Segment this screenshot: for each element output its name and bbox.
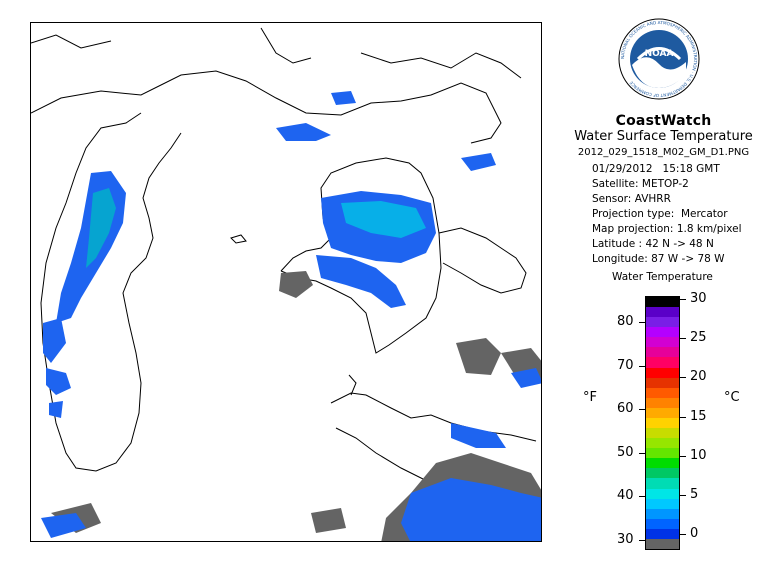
brand-title: CoastWatch [545, 113, 782, 129]
celsius-tick-label: 25 [690, 330, 707, 345]
celsius-unit-label: °C [724, 390, 740, 405]
colorbar-segment [646, 307, 679, 318]
colorbar-segment [646, 357, 679, 368]
acquisition-time: 15:18 GMT [663, 163, 720, 175]
meta-satellite: Satellite: METOP-2 [592, 178, 689, 190]
colorbar-segment [646, 489, 679, 500]
celsius-tick-mark [680, 534, 686, 535]
colorbar-segment [646, 448, 679, 459]
colorbar-segment [646, 408, 679, 419]
fahrenheit-tick-label: 80 [617, 314, 634, 329]
acquisition-datetime: 01/29/2012 15:18 GMT [592, 163, 720, 175]
fahrenheit-tick-label: 70 [617, 358, 634, 373]
image-filename: 2012_029_1518_M02_GM_D1.PNG [545, 147, 782, 158]
colorbar-segment [646, 378, 679, 389]
colorbar-segment [646, 337, 679, 348]
celsius-tick-mark [680, 338, 686, 339]
meta-latitude: Latitude : 42 N -> 48 N [592, 238, 714, 250]
celsius-tick-label: 10 [690, 448, 707, 463]
colorbar-segment [646, 478, 679, 489]
celsius-tick-label: 15 [690, 409, 707, 424]
product-title: Water Surface Temperature [545, 129, 782, 144]
lake-huron-temperature-pixels [276, 91, 496, 308]
fahrenheit-tick-mark [639, 496, 645, 497]
colorbar-segment [646, 428, 679, 439]
celsius-tick-mark [680, 495, 686, 496]
colorbar-segment [646, 398, 679, 409]
meta-projection-type: Projection type: Mercator [592, 208, 728, 220]
fahrenheit-tick-mark [639, 453, 645, 454]
fahrenheit-tick-label: 30 [617, 532, 634, 547]
water-temperature-map [30, 22, 542, 542]
celsius-tick-label: 0 [690, 526, 698, 541]
superior-shore-top [31, 28, 521, 78]
fahrenheit-tick-label: 60 [617, 401, 634, 416]
colorbar-segment [646, 327, 679, 338]
fahrenheit-tick-mark [639, 322, 645, 323]
colorbar-segment [646, 438, 679, 449]
fahrenheit-tick-mark [639, 366, 645, 367]
colorbar-segment [646, 539, 679, 550]
fahrenheit-unit-label: °F [583, 390, 597, 405]
colorbar-segment [646, 388, 679, 399]
fahrenheit-tick-label: 50 [617, 445, 634, 460]
celsius-tick-mark [680, 299, 686, 300]
logo-wordmark: NOAA [645, 49, 674, 59]
colorbar-segment [646, 317, 679, 328]
colorbar-segment [646, 458, 679, 469]
celsius-tick-label: 30 [690, 291, 707, 306]
celsius-tick-mark [680, 377, 686, 378]
colorbar-segment [646, 347, 679, 358]
fahrenheit-tick-mark [639, 540, 645, 541]
acquisition-date: 01/29/2012 [592, 163, 653, 175]
celsius-tick-label: 20 [690, 369, 707, 384]
fahrenheit-tick-mark [639, 409, 645, 410]
colorbar-segment [646, 368, 679, 379]
island-outline [231, 235, 246, 243]
fahrenheit-tick-label: 40 [617, 488, 634, 503]
meta-map-projection: Map projection: 1.8 km/pixel [592, 223, 742, 235]
upper-peninsula-coastline [31, 71, 501, 143]
colorbar-segment [646, 509, 679, 520]
colorbar-segment [646, 297, 679, 308]
celsius-tick-mark [680, 417, 686, 418]
noaa-logo-icon: NOAA NATIONAL OCEANIC AND ATMOSPHERIC AD… [618, 18, 700, 100]
colorbar-title: Water Temperature [612, 271, 713, 283]
colorbar-segment [646, 418, 679, 429]
meta-sensor: Sensor: AVHRR [592, 193, 671, 205]
map-canvas [31, 23, 542, 542]
celsius-tick-mark [680, 456, 686, 457]
lake-erie-coastline [331, 393, 536, 441]
lake-michigan-temperature-pixels [43, 171, 126, 418]
temperature-colorbar [645, 296, 680, 550]
lake-st-clair-coastline [349, 375, 356, 395]
colorbar-segment [646, 519, 679, 530]
colorbar-segment [646, 468, 679, 479]
celsius-tick-label: 5 [690, 487, 698, 502]
colorbar-segment [646, 529, 679, 540]
georgian-bay-coastline [439, 228, 526, 293]
colorbar-segment [646, 499, 679, 510]
meta-longitude: Longitude: 87 W -> 78 W [592, 253, 725, 265]
